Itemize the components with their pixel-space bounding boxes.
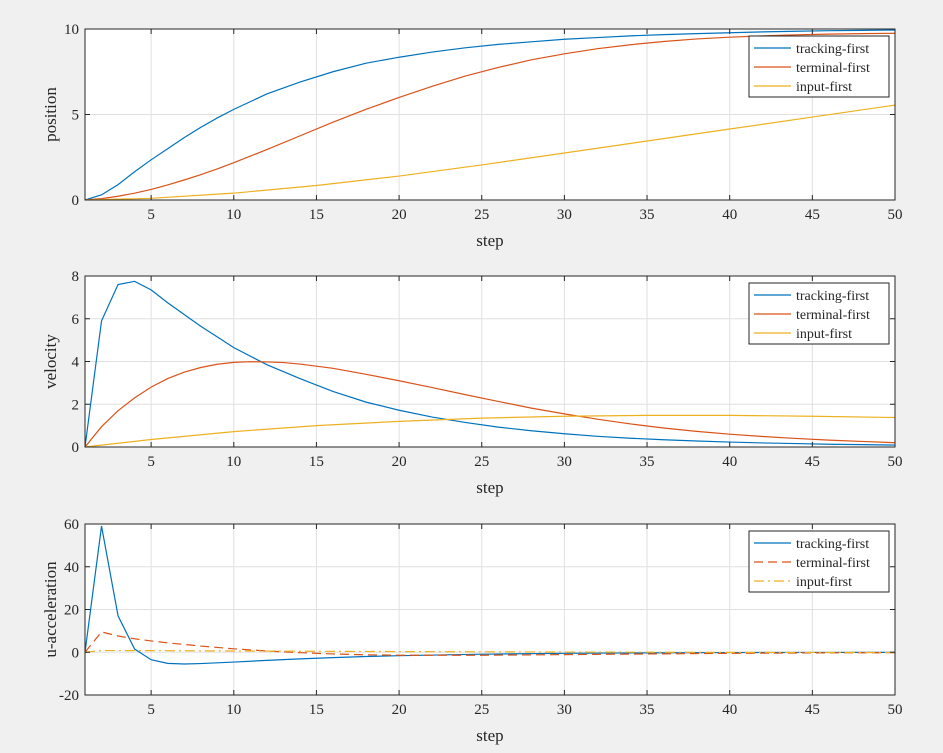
legend-entry: terminal-first (796, 308, 870, 323)
series-line-terminal-first (85, 361, 895, 447)
y-tick-label: 60 (64, 517, 79, 533)
legend-entry: tracking-first (796, 289, 869, 304)
x-tick-label: 40 (722, 454, 737, 470)
y-tick-label: 6 (72, 312, 80, 328)
legend: tracking-first terminal-first input-first (748, 530, 890, 593)
series-line-terminal-first (85, 631, 895, 656)
x-tick-label: 20 (392, 702, 407, 718)
legend-entry: terminal-first (796, 556, 870, 571)
x-tick-label: 5 (147, 207, 155, 223)
y-axis-label: u-acceleration (41, 561, 60, 658)
x-tick-label: 25 (474, 454, 489, 470)
y-tick-label: 0 (72, 645, 80, 661)
x-tick-label: 40 (722, 702, 737, 718)
x-tick-label: 25 (474, 207, 489, 223)
y-tick-label: 40 (64, 560, 79, 576)
legend-entry: input-first (796, 327, 852, 342)
x-tick-label: 15 (309, 207, 324, 223)
x-axis-label: step (476, 478, 503, 497)
x-tick-label: 10 (226, 207, 241, 223)
x-tick-label: 20 (392, 454, 407, 470)
x-tick-label: 15 (309, 702, 324, 718)
legend: tracking-first terminal-first input-first (748, 282, 890, 345)
legend-entry: terminal-first (796, 61, 870, 76)
x-tick-label: 5 (147, 702, 155, 718)
y-tick-label: 4 (72, 355, 80, 371)
y-tick-label: 8 (72, 269, 80, 285)
legend: tracking-first terminal-first input-first (748, 35, 890, 98)
series-line-tracking-first (85, 526, 895, 665)
y-tick-label: 20 (64, 603, 79, 619)
x-tick-label: 35 (640, 454, 655, 470)
x-tick-label: 5 (147, 454, 155, 470)
series-line-terminal-first (85, 32, 895, 200)
x-tick-label: 45 (805, 207, 820, 223)
series-line-tracking-first (85, 280, 895, 447)
legend-entry: input-first (796, 80, 852, 95)
y-tick-label: 10 (64, 22, 79, 38)
y-tick-label: -20 (59, 688, 79, 704)
series-line-input-first (85, 414, 895, 447)
x-tick-label: 45 (805, 702, 820, 718)
y-tick-label: 5 (72, 108, 80, 124)
x-tick-label: 25 (474, 702, 489, 718)
series-line-input-first (85, 649, 895, 654)
series-line-tracking-first (85, 29, 895, 200)
legend-entry: input-first (796, 575, 852, 590)
y-tick-label: 2 (72, 397, 80, 413)
x-tick-label: 20 (392, 207, 407, 223)
x-tick-label: 50 (888, 702, 903, 718)
x-tick-label: 30 (557, 454, 572, 470)
x-axis-label: step (476, 231, 503, 250)
x-tick-label: 50 (888, 207, 903, 223)
x-tick-label: 30 (557, 702, 572, 718)
x-tick-label: 30 (557, 207, 572, 223)
y-axis-label: position (41, 87, 60, 142)
series-line-input-first (85, 104, 895, 200)
axes-panel-2: 5 10 15 20 25 30 35 40 45 50 0 2 4 6 8 step velocity trac… (41, 269, 903, 497)
x-tick-label: 15 (309, 454, 324, 470)
y-axis-label: velocity (41, 334, 60, 389)
x-tick-label: 10 (226, 702, 241, 718)
legend-entry: tracking-first (796, 42, 869, 57)
y-tick-label: 0 (72, 193, 80, 209)
axes-panel-1: 5 10 15 20 25 30 35 40 45 50 0 5 10 step position track… (41, 22, 903, 250)
legend-entry: tracking-first (796, 537, 869, 552)
x-tick-label: 35 (640, 702, 655, 718)
x-tick-label: 50 (888, 454, 903, 470)
x-axis-label: step (476, 726, 503, 745)
y-tick-label: 0 (72, 440, 80, 456)
axes-panel-3: 5 10 15 20 25 30 35 40 45 50 -20 0 20 40 60 step u-accel… (41, 517, 903, 745)
x-tick-label: 45 (805, 454, 820, 470)
x-tick-label: 35 (640, 207, 655, 223)
x-tick-label: 10 (226, 454, 241, 470)
x-tick-label: 40 (722, 207, 737, 223)
